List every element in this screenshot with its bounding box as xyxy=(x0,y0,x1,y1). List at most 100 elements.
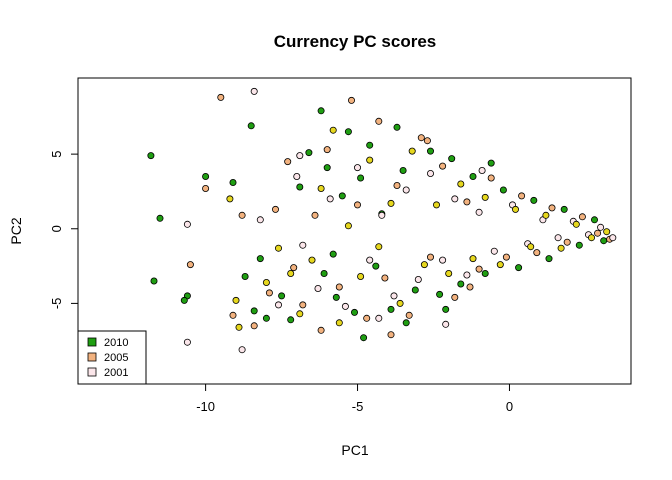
data-point xyxy=(481,193,489,201)
data-point xyxy=(591,216,599,224)
data-point xyxy=(393,123,401,131)
data-point xyxy=(366,156,374,164)
data-point xyxy=(475,265,483,273)
data-point xyxy=(274,301,282,309)
data-point xyxy=(314,284,322,292)
y-tick-label: 0 xyxy=(49,225,64,232)
y-axis: -5 0 5 xyxy=(49,151,79,310)
data-point xyxy=(350,308,358,316)
data-point xyxy=(256,216,264,224)
data-point xyxy=(299,241,307,249)
x-tick-label: 0 xyxy=(506,399,513,414)
x-axis: -10 -5 0 xyxy=(196,383,513,414)
data-point xyxy=(344,128,352,136)
legend-swatch xyxy=(87,337,97,347)
data-point xyxy=(317,326,325,334)
data-point xyxy=(323,164,331,172)
data-point xyxy=(439,162,447,170)
data-point xyxy=(600,237,608,245)
data-point xyxy=(287,316,295,324)
data-point xyxy=(387,331,395,339)
data-point xyxy=(445,269,453,277)
data-point xyxy=(156,214,164,222)
data-point xyxy=(320,269,328,277)
data-point xyxy=(308,256,316,264)
data-point xyxy=(250,307,258,315)
data-point xyxy=(271,205,279,213)
data-point xyxy=(457,280,465,288)
data-point xyxy=(217,93,225,101)
data-point xyxy=(487,174,495,182)
data-point xyxy=(375,243,383,251)
data-point xyxy=(183,220,191,228)
data-point xyxy=(478,166,486,174)
data-point xyxy=(575,241,583,249)
data-point xyxy=(335,319,343,327)
data-point xyxy=(347,96,355,104)
data-point xyxy=(338,192,346,200)
data-point xyxy=(284,158,292,166)
data-point xyxy=(296,183,304,191)
data-point xyxy=(238,211,246,219)
data-point xyxy=(578,213,586,221)
data-point xyxy=(262,278,270,286)
data-point xyxy=(487,159,495,167)
data-point xyxy=(432,201,440,209)
data-point xyxy=(597,223,605,231)
data-point xyxy=(426,169,434,177)
data-point xyxy=(387,305,395,313)
data-point xyxy=(366,256,374,264)
data-point xyxy=(420,261,428,269)
data-point xyxy=(548,204,556,212)
data-point xyxy=(265,289,273,297)
plot-frame xyxy=(77,77,632,385)
data-point xyxy=(241,272,249,280)
data-point xyxy=(387,199,395,207)
data-point xyxy=(381,274,389,282)
data-point xyxy=(229,178,237,186)
data-point xyxy=(603,228,611,236)
data-point xyxy=(357,272,365,280)
data-point xyxy=(296,310,304,318)
data-point xyxy=(147,152,155,160)
data-point xyxy=(311,211,319,219)
data-point xyxy=(393,181,401,189)
data-point xyxy=(481,269,489,277)
data-point xyxy=(335,283,343,291)
data-point xyxy=(296,152,304,160)
data-point xyxy=(278,292,286,300)
data-point xyxy=(408,147,416,155)
x-axis-label: PC1 xyxy=(341,442,368,458)
legend: 2010 2005 2001 xyxy=(77,330,147,385)
data-point xyxy=(250,87,258,95)
data-point xyxy=(344,222,352,230)
data-point xyxy=(499,186,507,194)
data-point xyxy=(560,205,568,213)
data-point xyxy=(609,234,617,242)
data-point xyxy=(572,220,580,228)
data-point xyxy=(527,243,535,251)
data-point xyxy=(423,137,431,145)
chart-title: Currency PC scores xyxy=(274,32,437,51)
data-point xyxy=(256,255,264,263)
legend-label: 2005 xyxy=(104,352,128,364)
legend-swatch xyxy=(87,352,97,362)
data-point xyxy=(150,277,158,285)
data-point xyxy=(496,261,504,269)
data-point xyxy=(180,296,188,304)
data-point xyxy=(512,205,520,213)
data-point xyxy=(232,296,240,304)
data-point xyxy=(417,134,425,142)
data-point xyxy=(186,261,194,269)
data-point xyxy=(378,211,386,219)
x-tick-label: -10 xyxy=(196,399,215,414)
data-point xyxy=(594,229,602,237)
data-point xyxy=(250,322,258,330)
data-point xyxy=(363,314,371,322)
data-point xyxy=(466,283,474,291)
y-tick-label: -5 xyxy=(49,298,64,310)
y-tick-label: 5 xyxy=(49,151,64,158)
data-point xyxy=(542,211,550,219)
data-point xyxy=(414,275,422,283)
data-point xyxy=(451,195,459,203)
